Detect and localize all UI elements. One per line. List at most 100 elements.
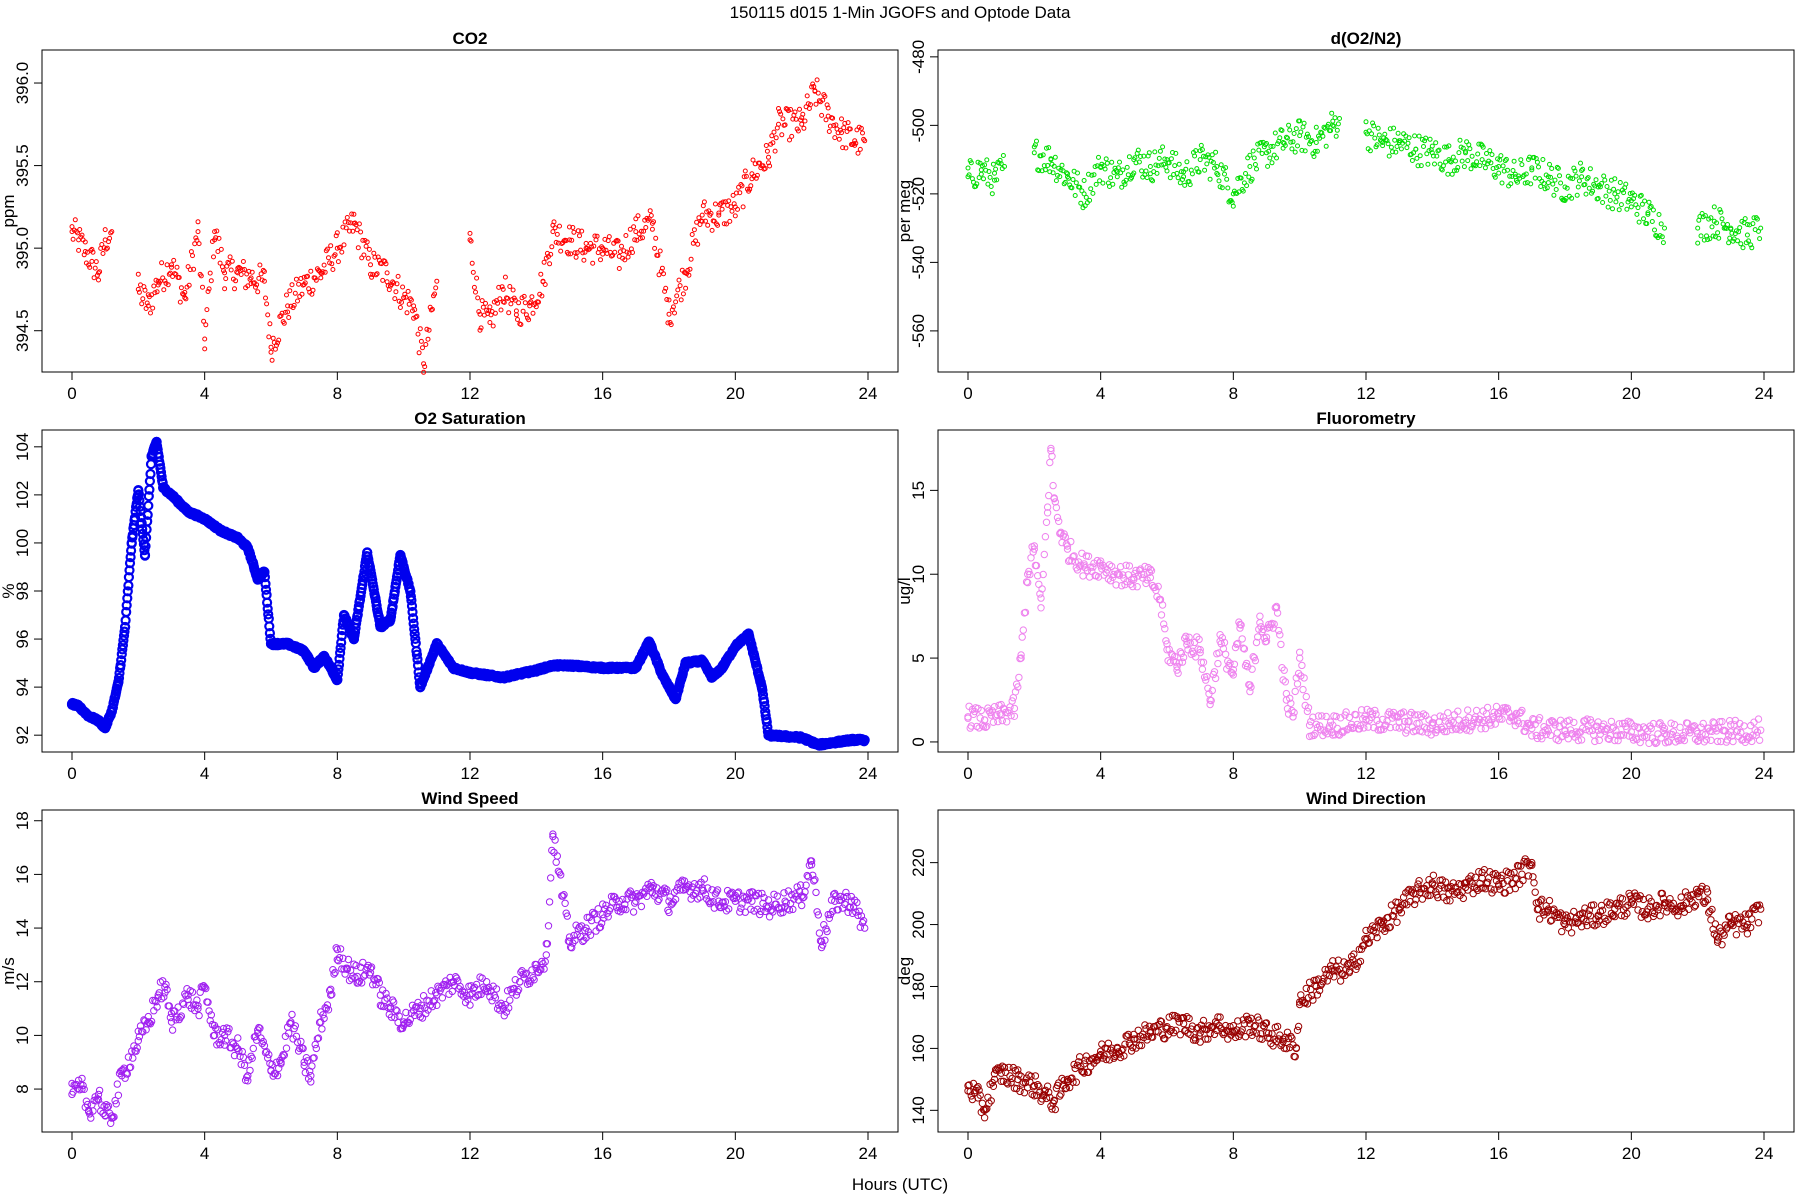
co2-point <box>195 219 201 225</box>
do2n2-point <box>1555 165 1561 171</box>
co2-point <box>701 199 707 205</box>
o2sat-point <box>406 600 418 612</box>
co2-point <box>653 235 659 241</box>
co2-point <box>663 285 669 291</box>
fluor-point <box>1048 452 1056 460</box>
fluor-point <box>1067 537 1075 546</box>
co2-point <box>662 288 668 294</box>
co2-point <box>674 293 680 299</box>
co2-point <box>182 289 188 295</box>
co2-point <box>285 309 291 315</box>
do2n2-point <box>1065 174 1070 180</box>
do2n2-point <box>1613 199 1619 205</box>
do2n2-point <box>1090 190 1096 196</box>
co2-point <box>708 210 714 216</box>
co2-point <box>205 289 211 294</box>
co2-point <box>812 88 818 94</box>
do2n2-point <box>1108 175 1114 181</box>
do2n2-point <box>1446 157 1452 163</box>
co2-point <box>400 284 406 290</box>
co2-point <box>190 253 195 259</box>
co2-point <box>279 310 285 316</box>
co2-point <box>183 296 189 302</box>
co2-point <box>498 307 504 313</box>
wspd-title: Wind Speed <box>421 789 518 808</box>
co2-point <box>292 290 298 296</box>
o2sat-point <box>119 626 130 637</box>
do2n2-xtick-label: 12 <box>1357 384 1376 403</box>
co2-point <box>281 320 287 326</box>
co2-point <box>150 305 156 311</box>
co2-point <box>164 262 170 268</box>
co2-series <box>69 77 868 375</box>
co2-point <box>590 260 596 266</box>
co2-point <box>426 327 432 333</box>
co2-point <box>318 270 324 276</box>
o2sat-point <box>362 547 373 558</box>
do2n2-point <box>1050 170 1056 176</box>
do2n2-point <box>1480 144 1486 150</box>
co2-point <box>542 282 548 287</box>
fluor-point <box>1157 611 1166 619</box>
co2-point <box>202 336 208 342</box>
fluor-point <box>1282 689 1291 698</box>
o2sat-point <box>412 654 423 665</box>
o2sat-point <box>262 597 273 608</box>
do2n2-point <box>965 165 971 171</box>
o2sat-ytick-label: 104 <box>13 433 32 461</box>
o2sat-point <box>122 586 133 597</box>
do2n2-point <box>1529 167 1535 173</box>
o2sat-point <box>260 584 272 595</box>
do2n2-point <box>1138 154 1143 159</box>
do2n2-point <box>1277 135 1283 141</box>
do2n2-point <box>1695 225 1701 231</box>
o2sat-point <box>252 573 263 585</box>
do2n2-point <box>1107 184 1112 189</box>
co2-point <box>771 129 777 135</box>
do2n2-point <box>1000 153 1006 158</box>
co2-point <box>772 148 778 154</box>
do2n2-point <box>992 170 997 176</box>
fluor-point <box>1022 578 1031 586</box>
do2n2-series <box>965 110 1764 251</box>
co2-point <box>284 292 289 298</box>
co2-point <box>75 230 80 236</box>
do2n2-point <box>1492 174 1498 180</box>
co2-point <box>395 273 401 279</box>
do2n2-plot-frame <box>937 49 1795 373</box>
co2-point <box>801 125 807 131</box>
o2sat-point <box>146 451 157 462</box>
co2-point <box>822 93 828 99</box>
co2-point <box>809 84 815 90</box>
co2-point <box>778 111 784 117</box>
do2n2-point <box>1445 171 1451 177</box>
do2n2-point <box>1757 236 1763 242</box>
do2n2-point <box>1523 171 1529 177</box>
do2n2-point <box>1286 122 1292 128</box>
co2-point <box>467 237 473 243</box>
o2sat-point <box>406 595 417 606</box>
o2sat-point <box>142 516 153 527</box>
do2n2-point <box>1299 147 1305 153</box>
do2n2-point <box>1550 181 1556 187</box>
o2sat-point <box>756 681 768 693</box>
do2n2-point <box>1586 185 1592 191</box>
wspd-point <box>249 1044 258 1053</box>
co2-point <box>619 243 624 249</box>
co2-point <box>737 190 743 196</box>
figure-title: 150115 d015 1-Min JGOFS and Optode Data <box>730 3 1071 22</box>
wspd-point <box>552 858 560 866</box>
do2n2-ylabel: per meg <box>895 180 914 242</box>
do2n2-point <box>1421 144 1426 149</box>
fluor-point <box>1464 706 1472 714</box>
co2-point <box>571 229 577 235</box>
do2n2-point <box>1385 141 1391 147</box>
co2-point <box>539 293 545 299</box>
co2-point <box>93 259 99 265</box>
co2-point <box>780 116 786 122</box>
co2-point <box>724 221 729 227</box>
do2n2-xtick-label: 16 <box>1489 384 1508 403</box>
co2-point <box>276 337 282 343</box>
do2n2-point <box>1218 162 1224 168</box>
fluor-point <box>1036 590 1044 598</box>
